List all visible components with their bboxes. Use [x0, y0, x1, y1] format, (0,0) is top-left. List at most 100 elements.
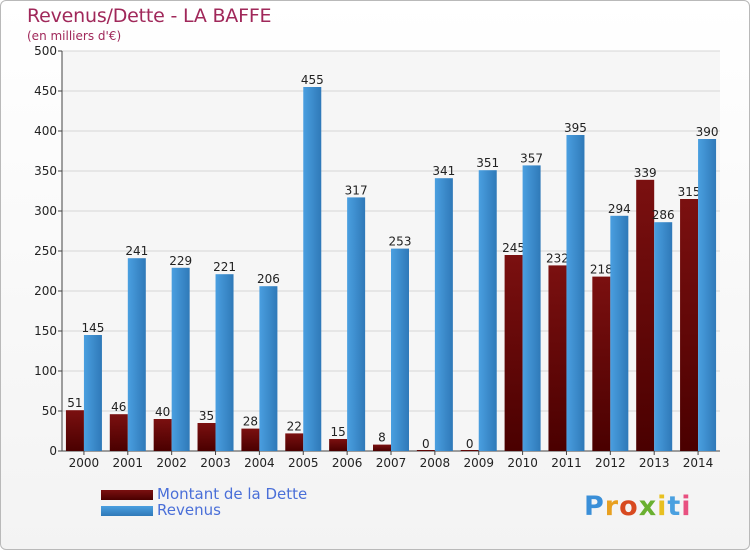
revenus-bar	[303, 87, 322, 451]
legend-swatch-dette	[101, 490, 153, 500]
logo-letter: o	[619, 491, 639, 522]
y-tick-label: 50	[42, 404, 57, 418]
revenus-bar	[347, 197, 366, 451]
dette-bar	[548, 265, 567, 451]
chart-title: Revenus/Dette - LA BAFFE	[27, 5, 272, 27]
dette-data-label: 232	[546, 251, 569, 265]
revenus-data-label: 341	[432, 164, 455, 178]
dette-data-label: 245	[502, 241, 525, 255]
dette-bar	[285, 433, 304, 451]
revenus-bar	[83, 335, 102, 451]
x-tick-label: 2013	[639, 456, 670, 470]
dette-data-label: 28	[243, 415, 258, 429]
legend-swatch-revenus	[101, 506, 153, 516]
revenus-bar	[215, 274, 234, 451]
x-tick-label: 2007	[376, 456, 407, 470]
revenus-data-label: 351	[476, 156, 499, 170]
logo-letter: i	[657, 491, 668, 522]
dette-data-label: 51	[67, 396, 82, 410]
dette-bar	[153, 419, 172, 451]
dette-data-label: 0	[466, 437, 474, 451]
y-tick-label: 200	[34, 284, 57, 298]
revenus-data-label: 145	[81, 321, 104, 335]
dette-bar	[65, 410, 84, 451]
dette-data-label: 218	[590, 263, 613, 277]
revenus-data-label: 206	[257, 272, 280, 286]
revenus-bar	[259, 286, 278, 451]
revenus-data-label: 395	[564, 121, 587, 135]
revenus-data-label: 229	[169, 254, 192, 268]
legend-label-dette: Montant de la Dette	[157, 485, 308, 503]
y-tick-label: 400	[34, 124, 57, 138]
x-tick-label: 2014	[683, 456, 714, 470]
revenus-bar	[171, 267, 190, 451]
dette-data-label: 8	[378, 431, 386, 445]
logo-letter: t	[667, 491, 682, 522]
dette-bar	[636, 179, 655, 452]
y-tick-label: 100	[34, 364, 57, 378]
dette-data-label: 315	[678, 185, 701, 199]
dette-data-label: 22	[287, 419, 302, 433]
dette-data-label: 35	[199, 409, 214, 423]
revenus-bar	[698, 139, 717, 451]
dette-data-label: 46	[111, 400, 126, 414]
logo-letter: i	[681, 491, 692, 522]
y-tick-label: 0	[49, 444, 57, 458]
revenus-bar	[391, 248, 409, 451]
dette-bar	[109, 414, 128, 451]
revenus-bar	[654, 222, 673, 451]
y-tick-label: 500	[34, 44, 57, 58]
revenus-data-label: 253	[389, 235, 412, 249]
x-tick-label: 2003	[200, 456, 231, 470]
y-tick-label: 450	[34, 84, 57, 98]
logo-letter: r	[604, 491, 620, 522]
dette-bar	[460, 450, 479, 451]
x-tick-label: 2008	[420, 456, 451, 470]
dette-bar	[416, 450, 435, 451]
x-tick-label: 2005	[288, 456, 319, 470]
revenus-data-label: 221	[213, 260, 236, 274]
x-tick-label: 2010	[507, 456, 538, 470]
proxiti-logo: Proxiti	[584, 491, 692, 522]
x-tick-label: 2000	[69, 456, 100, 470]
dette-data-label: 15	[330, 425, 345, 439]
logo-letter: P	[584, 491, 605, 522]
legend-label-revenus: Revenus	[157, 501, 221, 519]
x-tick-label: 2002	[156, 456, 187, 470]
revenus-bar	[566, 135, 585, 451]
revenus-data-label: 286	[652, 208, 675, 222]
y-tick-label: 150	[34, 324, 57, 338]
revenus-data-label: 294	[608, 202, 631, 216]
revenus-bar	[434, 178, 453, 451]
x-tick-label: 2004	[244, 456, 275, 470]
dette-bar	[329, 439, 348, 451]
revenus-data-label: 455	[301, 73, 324, 87]
dette-data-label: 339	[634, 166, 657, 180]
logo-letter: x	[638, 491, 658, 522]
revenus-data-label: 241	[125, 244, 148, 258]
x-tick-label: 2011	[551, 456, 582, 470]
revenus-data-label: 317	[345, 183, 368, 197]
dette-bar	[197, 423, 216, 451]
y-tick-label: 250	[34, 244, 57, 258]
dette-bar	[373, 444, 391, 451]
revenus-data-label: 357	[520, 151, 543, 165]
dette-bar	[241, 428, 260, 451]
revenus-bar	[522, 165, 541, 451]
dette-data-label: 0	[422, 437, 430, 451]
x-tick-label: 2009	[463, 456, 494, 470]
dette-bar	[680, 199, 699, 451]
dette-data-label: 40	[155, 405, 170, 419]
x-tick-label: 2001	[113, 456, 144, 470]
revenus-bar	[478, 170, 497, 451]
x-tick-label: 2012	[595, 456, 626, 470]
y-tick-label: 350	[34, 164, 57, 178]
revenus-bar	[610, 215, 629, 451]
dette-bar	[504, 255, 523, 451]
chart-subtitle: (en milliers d'€)	[27, 29, 122, 43]
revenus-bar	[127, 258, 146, 451]
x-tick-label: 2006	[332, 456, 363, 470]
y-tick-label: 300	[34, 204, 57, 218]
